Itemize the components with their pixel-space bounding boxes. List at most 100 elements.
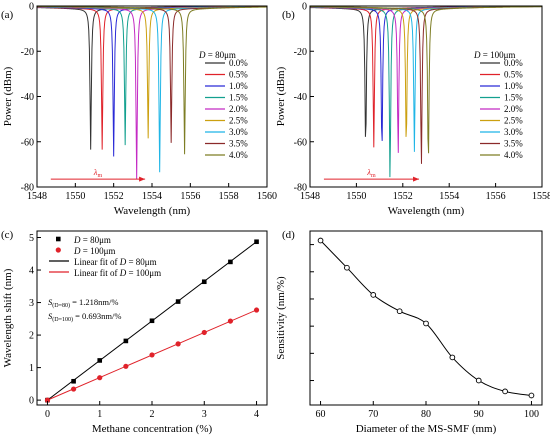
data-point-d100: [44, 397, 51, 403]
panel-c-ytick-label: 4: [29, 266, 34, 277]
panel-c-xtick-label: 4: [254, 409, 259, 420]
panel-c-legend-label: D = 100μm: [73, 246, 115, 256]
panel-c-ytick-label: 3: [29, 298, 34, 309]
spectrum-line-40: [37, 6, 267, 155]
panel-b-shift-arrow-head: [413, 176, 420, 182]
data-point-sensitivity: [317, 237, 324, 244]
panel-a-legend-label: 4.0%: [229, 150, 248, 160]
panel-a-legend-label: 1.0%: [229, 81, 248, 91]
data-point-d100: [201, 329, 207, 336]
panel-c-legend-label: Linear fit of D = 100μm: [74, 268, 161, 278]
panel-b-ytick-label: -40: [294, 92, 307, 103]
panel-b-legend-label: 0.5%: [504, 70, 523, 80]
panel-b-legend-label: 4.0%: [504, 150, 523, 160]
panel-b-xtick-label: 1550: [346, 191, 366, 202]
panel-a-legend-label: 2.0%: [229, 104, 248, 114]
data-point-d100: [97, 375, 103, 381]
panel-a-ytick-label: -40: [21, 92, 34, 103]
panel-b-xtick-label: 1552: [393, 191, 413, 202]
data-point-d80: [71, 378, 76, 384]
panel-d-xtick-label: 60: [316, 409, 326, 420]
panel-a-legend-label: 2.5%: [229, 116, 248, 126]
data-point-sensitivity: [475, 377, 482, 384]
panel-a-legend-label: 0.5%: [229, 70, 248, 80]
data-point-d100: [175, 341, 181, 347]
panel-b-xlabel: Wavelength (nm): [388, 205, 465, 217]
panel-a-legend-label: 3.5%: [229, 139, 248, 149]
panel-d-xlabel: Diameter of the MS-SMF (mm): [356, 423, 497, 435]
panel-a-plot-area: [37, 6, 267, 180]
panel-a-ytick-label: -20: [21, 47, 34, 58]
data-point-d80: [97, 358, 103, 363]
panel-c-legend-marker: [55, 247, 61, 253]
panel-c-xtick-label: 2: [150, 409, 155, 420]
sensitivity-annotation: S(D=100) = 0.693nm/%: [48, 311, 121, 323]
panel-c-ylabel: Wavelength shift (nm): [2, 268, 14, 367]
data-point-sensitivity: [528, 392, 535, 399]
panel-a-xlabel: Wavelength (nm): [114, 205, 191, 217]
panel-b-legend-label: 1.5%: [504, 93, 523, 103]
panel-a-legend-label: 0.0%: [229, 58, 248, 68]
panel-a-legend-label: 1.5%: [229, 93, 248, 103]
spectrum-line-40: [310, 6, 542, 154]
data-point-d100: [123, 363, 129, 369]
data-point-d100: [149, 352, 155, 358]
data-point-d80: [254, 239, 259, 245]
data-point-d80: [201, 279, 207, 285]
data-point-d80: [228, 259, 233, 265]
panel-label: (c): [1, 229, 14, 241]
data-point-d100: [227, 318, 234, 324]
panel-a-legend-title: D = 80μm: [198, 50, 236, 60]
panel-b-xtick-label: 1558: [532, 191, 550, 202]
panel-c-ytick-label: 0: [29, 396, 34, 407]
data-point-sensitivity: [370, 292, 377, 298]
panel-c-xlabel: Methane concentration (%): [92, 423, 213, 435]
panel-b-legend-label: 0.0%: [504, 58, 523, 68]
panel-b-arrow-label: λm: [366, 167, 376, 179]
data-point-d80: [149, 318, 155, 324]
panel-a-ytick-label: -80: [21, 183, 34, 194]
panel-c-legend-label: D = 80μm: [73, 235, 111, 245]
panel-b-legend-title: D = 100μm: [473, 50, 515, 60]
panel-b-ylabel: Power (dBm): [275, 66, 287, 126]
panel-c-ytick-label: 5: [29, 233, 34, 244]
panel-a-ylabel: Power (dBm): [2, 66, 14, 126]
panel-label: (b): [282, 9, 295, 21]
panel-c-xtick-label: 1: [97, 409, 102, 420]
data-point-sensitivity: [344, 264, 350, 271]
panel-a-ytick-label: -60: [21, 137, 34, 148]
panel-b-legend-label: 2.0%: [504, 104, 523, 114]
panel-c-ytick-label: 1: [29, 363, 34, 374]
data-point-sensitivity: [449, 354, 456, 361]
panel-a-xtick-label: 1554: [142, 191, 162, 202]
panel-c-ytick-label: 2: [29, 331, 34, 342]
panel-label: (a): [1, 9, 14, 21]
panel-a-xtick-label: 1556: [180, 191, 200, 202]
panel-b-legend-label: 3.5%: [504, 139, 523, 149]
panel-a-xtick-label: 1550: [65, 191, 85, 202]
data-point-sensitivity: [396, 308, 403, 315]
panel-d-xtick-label: 80: [421, 409, 431, 420]
panel-b-plot-area: [310, 6, 542, 178]
panel-a-xtick-label: 1548: [27, 191, 47, 202]
panel-a-shift-arrow-head: [139, 176, 146, 182]
panel-a-arrow-label: λm: [93, 167, 103, 179]
panel-d-xtick-label: 100: [524, 409, 539, 420]
panel-a-legend-label: 3.0%: [229, 127, 248, 137]
data-point-d100: [70, 386, 77, 392]
panel-b-legend-label: 2.5%: [504, 116, 523, 126]
panel-b-xtick-label: 1548: [300, 191, 320, 202]
sensitivity-annotation: S(D=80) = 1.218nm/%: [48, 297, 118, 309]
panel-a-ytick-label: 0: [29, 2, 34, 13]
panel-c-xtick-label: 0: [45, 409, 50, 420]
data-point-d80: [123, 338, 129, 344]
panel-b-xtick-label: 1556: [486, 191, 506, 202]
panel-a-xtick-label: 1558: [219, 191, 239, 202]
panel-d-xtick-label: 70: [368, 409, 378, 420]
panel-label: (d): [282, 229, 295, 241]
panel-c-legend-label: Linear fit of D = 80μm: [74, 257, 157, 267]
panel-d-ylabel: Sensitivity (nm/%): [275, 276, 287, 360]
panel-b-legend-label: 1.0%: [504, 81, 523, 91]
panel-b-legend-label: 3.0%: [504, 127, 523, 137]
